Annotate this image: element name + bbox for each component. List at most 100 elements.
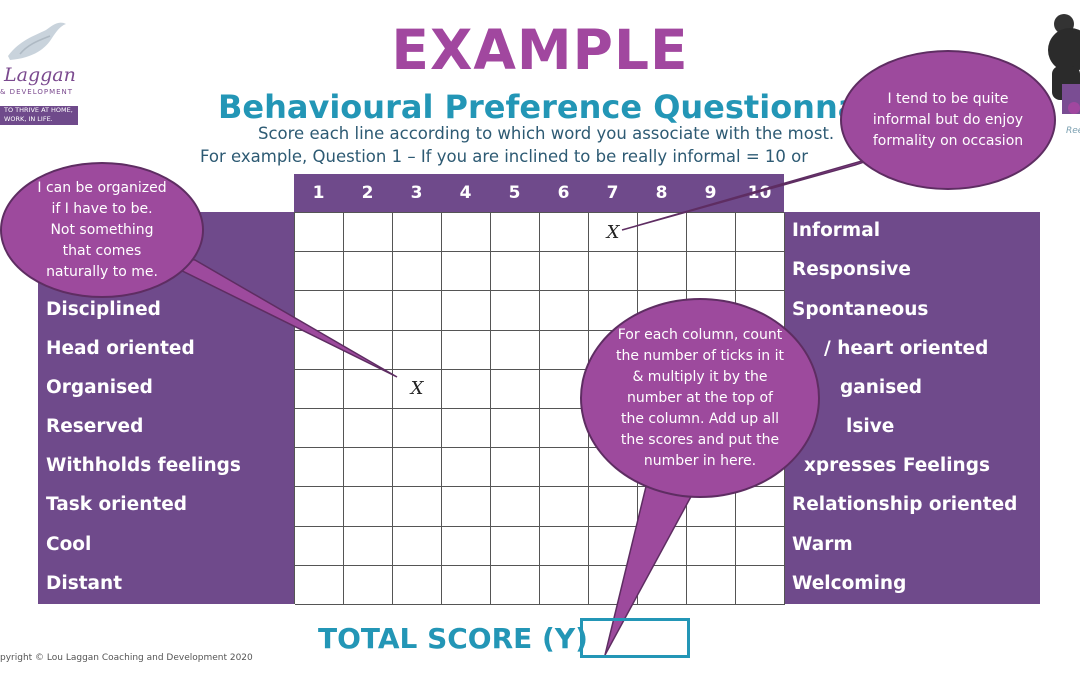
- score-cell-r9-c5[interactable]: [491, 526, 540, 566]
- right-label-row-6: lsive: [846, 416, 895, 437]
- score-cell-r3-c5[interactable]: [491, 291, 540, 331]
- score-cell-r4-c2[interactable]: [344, 330, 393, 370]
- column-number: 7: [606, 183, 619, 203]
- swan-logo-icon: [8, 22, 66, 60]
- score-cell-r6-c2[interactable]: [344, 408, 393, 449]
- score-cell-r8-c10[interactable]: [736, 487, 785, 527]
- score-cell-r8-c9[interactable]: [687, 487, 736, 527]
- logo-subtitle: & DEVELOPMENT: [0, 88, 74, 96]
- score-cell-r1-c10[interactable]: [736, 213, 785, 253]
- middle-callout-line: the column. Add up all: [620, 410, 779, 427]
- score-cell-r3-c3[interactable]: [393, 291, 442, 331]
- score-cell-r1-c2[interactable]: [344, 213, 393, 253]
- score-cell-r6-c5[interactable]: [491, 408, 540, 449]
- score-cell-r1-c6[interactable]: [540, 213, 589, 253]
- score-cell-r7-c6[interactable]: [540, 448, 589, 488]
- score-cell-r4-c1[interactable]: [295, 330, 344, 370]
- score-cell-r8-c7[interactable]: [589, 487, 638, 527]
- score-cell-r10-c1[interactable]: [295, 565, 344, 605]
- score-cell-r2-c4[interactable]: [442, 252, 491, 292]
- score-cell-r9-c2[interactable]: [344, 526, 393, 566]
- left-label-row-3: Disciplined: [46, 299, 161, 320]
- score-cell-r10-c8[interactable]: [638, 565, 687, 605]
- score-cell-r1-c4[interactable]: [442, 213, 491, 253]
- score-cell-r5-c4[interactable]: [442, 369, 491, 409]
- middle-callout-line: number in here.: [643, 452, 757, 469]
- column-number: 8: [655, 183, 668, 203]
- middle-callout-line: For each column, count: [617, 326, 783, 343]
- score-cell-r7-c5[interactable]: [491, 448, 540, 488]
- score-cell-r1-c8[interactable]: [638, 213, 687, 253]
- score-cell-r10-c2[interactable]: [344, 565, 393, 605]
- score-cell-r2-c10[interactable]: [736, 252, 785, 292]
- score-cell-r10-c7[interactable]: [589, 565, 638, 605]
- score-cell-r2-c8[interactable]: [638, 252, 687, 292]
- score-cell-r5-c5[interactable]: [491, 369, 540, 409]
- score-cell-r1-c9[interactable]: [687, 213, 736, 253]
- score-cell-r3-c4[interactable]: [442, 291, 491, 331]
- score-cell-r8-c3[interactable]: [393, 487, 442, 527]
- score-cell-r4-c6[interactable]: [540, 330, 589, 370]
- score-cell-r2-c1[interactable]: [295, 252, 344, 292]
- score-cell-r10-c4[interactable]: [442, 565, 491, 605]
- instruction-line-2: For example, Question 1 – If you are inc…: [200, 147, 809, 166]
- score-cell-r7-c4[interactable]: [442, 448, 491, 488]
- score-cell-r8-c5[interactable]: [491, 487, 540, 527]
- score-cell-r10-c6[interactable]: [540, 565, 589, 605]
- score-cell-r4-c3[interactable]: [393, 330, 442, 370]
- score-cell-r4-c4[interactable]: [442, 330, 491, 370]
- score-cell-r6-c3[interactable]: [393, 408, 442, 449]
- score-cell-r7-c2[interactable]: [344, 448, 393, 488]
- score-cell-r10-c5[interactable]: [491, 565, 540, 605]
- right-label-row-3: Spontaneous: [792, 299, 929, 320]
- score-cell-r8-c1[interactable]: [295, 487, 344, 527]
- score-cell-r2-c9[interactable]: [687, 252, 736, 292]
- score-cell-r9-c10[interactable]: [736, 526, 785, 566]
- right-label-row-8: Relationship oriented: [792, 494, 1018, 515]
- score-cell-r2-c6[interactable]: [540, 252, 589, 292]
- score-cell-r5-c1[interactable]: [295, 369, 344, 409]
- right-label-row-9: Warm: [792, 534, 853, 555]
- score-cell-r10-c9[interactable]: [687, 565, 736, 605]
- score-cell-r6-c4[interactable]: [442, 408, 491, 449]
- score-cell-r9-c3[interactable]: [393, 526, 442, 566]
- score-cell-r7-c3[interactable]: [393, 448, 442, 488]
- score-cell-r8-c4[interactable]: [442, 487, 491, 527]
- logo-tagline: TO THRIVE AT HOME, WORK, IN LIFE.: [0, 106, 78, 125]
- score-cell-r7-c1[interactable]: [295, 448, 344, 488]
- score-cell-r2-c2[interactable]: [344, 252, 393, 292]
- top-right-callout-line: I tend to be quite: [887, 90, 1009, 107]
- copyright-notice: pyright © Lou Laggan Coaching and Develo…: [0, 653, 253, 663]
- score-cell-r3-c1[interactable]: [295, 291, 344, 331]
- score-cell-r6-c1[interactable]: [295, 408, 344, 449]
- questionnaire-subtitle: Behavioural Preference Questionnai: [218, 88, 871, 126]
- score-cell-r8-c6[interactable]: [540, 487, 589, 527]
- score-cell-r1-c3[interactable]: [393, 213, 442, 253]
- score-cell-r10-c10[interactable]: [736, 565, 785, 605]
- score-cell-r1-c5[interactable]: [491, 213, 540, 253]
- score-cell-r9-c1[interactable]: [295, 526, 344, 566]
- column-number: 9: [704, 183, 717, 203]
- score-cell-r9-c8[interactable]: [638, 526, 687, 566]
- score-cell-r4-c5[interactable]: [491, 330, 540, 370]
- score-cell-r9-c4[interactable]: [442, 526, 491, 566]
- score-cell-r3-c2[interactable]: [344, 291, 393, 331]
- score-cell-r9-c7[interactable]: [589, 526, 638, 566]
- score-cell-r2-c5[interactable]: [491, 252, 540, 292]
- total-score-input[interactable]: [580, 618, 690, 658]
- column-number: 6: [557, 183, 570, 203]
- score-cell-r2-c3[interactable]: [393, 252, 442, 292]
- score-cell-r9-c9[interactable]: [687, 526, 736, 566]
- score-cell-r10-c3[interactable]: [393, 565, 442, 605]
- column-number: 5: [508, 183, 521, 203]
- score-cell-r3-c6[interactable]: [540, 291, 589, 331]
- score-cell-r5-c3[interactable]: X: [393, 369, 442, 409]
- score-cell-r5-c2[interactable]: [344, 369, 393, 409]
- score-cell-r1-c1[interactable]: [295, 213, 344, 253]
- score-cell-r1-c7[interactable]: X: [589, 213, 638, 253]
- score-cell-r9-c6[interactable]: [540, 526, 589, 566]
- right-label-panel: Informal Responsive Spontaneous / heart …: [784, 212, 1040, 604]
- score-cell-r8-c2[interactable]: [344, 487, 393, 527]
- left-callout-line: naturally to me.: [46, 263, 158, 280]
- score-cell-r2-c7[interactable]: [589, 252, 638, 292]
